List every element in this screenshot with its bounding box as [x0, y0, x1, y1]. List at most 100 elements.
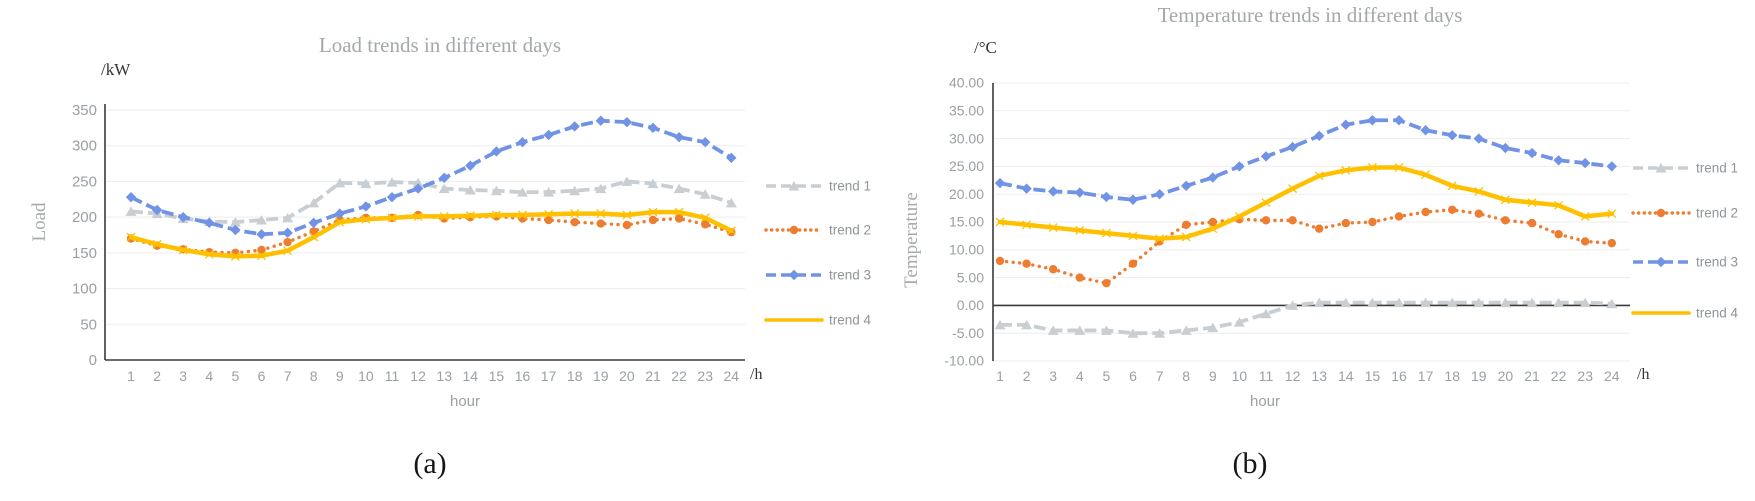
data-point-marker: [1154, 328, 1166, 338]
legend-label: trend 2: [829, 223, 871, 238]
data-point-marker: [1341, 218, 1351, 228]
data-point-marker: [1208, 217, 1218, 227]
data-point-marker: [647, 178, 659, 189]
x-tick-label: 18: [567, 368, 583, 384]
x-tick-label: 11: [385, 368, 400, 384]
data-point-marker: [1154, 189, 1165, 200]
data-point-marker: [700, 136, 711, 148]
legend-item-trend-1: trend 1: [766, 179, 871, 194]
legend-label: trend 2: [1696, 206, 1738, 221]
chart-b-series-trend-3: [994, 115, 1617, 205]
legend-item-trend-3: trend 3: [766, 268, 871, 283]
x-tick-label: 2: [1023, 368, 1031, 384]
legend-item-trend-3: trend 3: [1633, 255, 1738, 270]
y-tick-label: 30.00: [949, 130, 984, 146]
data-point-marker: [1393, 297, 1405, 308]
data-point-marker: [1288, 216, 1297, 225]
x-tick-label: 7: [1156, 368, 1164, 384]
chart-b-y-axis-title: Temperature: [901, 192, 922, 288]
data-point-marker: [1287, 141, 1298, 153]
data-point-marker: [360, 178, 372, 189]
data-point-marker: [1368, 217, 1377, 227]
data-point-marker: [1074, 187, 1085, 198]
data-point-marker: [1021, 183, 1032, 194]
y-tick-label: 100: [72, 281, 97, 298]
y-tick-label: 25.00: [949, 158, 984, 174]
x-tick-label: 22: [671, 368, 687, 384]
data-point-marker: [701, 220, 710, 229]
x-tick-label: 9: [1209, 368, 1217, 384]
chart-b-y-axis-unit: /°C: [974, 38, 997, 57]
x-tick-label: 14: [1338, 368, 1354, 384]
data-point-marker: [439, 172, 450, 184]
data-point-marker: [1100, 325, 1112, 335]
data-point-marker: [595, 183, 607, 194]
x-tick-label: 16: [1391, 368, 1407, 384]
data-point-marker: [334, 177, 346, 188]
y-tick-label: 200: [72, 209, 97, 226]
chart-b-x-axis-title: hour: [1249, 393, 1281, 410]
data-point-marker: [1260, 151, 1272, 162]
data-point-marker: [543, 129, 554, 141]
data-point-marker: [1606, 161, 1617, 172]
x-tick-label: 24: [724, 368, 740, 384]
x-tick-label: 18: [1444, 368, 1460, 384]
legend-item-trend-4: trend 4: [764, 313, 872, 328]
x-tick-label: 7: [284, 368, 292, 384]
data-point-marker: [1315, 224, 1324, 233]
data-point-marker: [1049, 265, 1058, 274]
data-point-marker: [1101, 191, 1112, 203]
data-point-marker: [282, 227, 293, 239]
data-point-marker: [648, 215, 658, 225]
data-point-marker: [491, 146, 502, 157]
chart-a-x-axis-unit: /h: [750, 366, 763, 383]
x-tick-label: 3: [179, 368, 187, 384]
data-point-marker: [1526, 147, 1538, 159]
data-point-marker: [178, 211, 189, 223]
data-point-marker: [1474, 209, 1484, 218]
data-point-marker: [256, 229, 267, 240]
x-tick-label: 13: [1311, 368, 1327, 384]
x-tick-label: 17: [1418, 368, 1434, 384]
data-point-marker: [1473, 297, 1485, 308]
data-point-marker: [1553, 297, 1565, 308]
data-point-marker: [438, 183, 450, 194]
data-point-marker: [1047, 325, 1059, 335]
chart-a-title: Load trends in different days: [318, 33, 562, 57]
chart-b-title: Temperature trends in different days: [1157, 3, 1463, 27]
data-point-marker: [1446, 297, 1458, 308]
x-tick-label: 9: [336, 368, 344, 384]
legend-label: trend 1: [829, 179, 871, 194]
data-point-marker: [1102, 278, 1111, 288]
data-point-marker: [1526, 297, 1538, 308]
data-point-marker: [360, 201, 372, 212]
data-point-marker: [1581, 237, 1590, 246]
legend-label: trend 4: [829, 313, 872, 328]
chart-b-caption: (b): [1232, 447, 1268, 480]
data-point-marker: [1180, 325, 1192, 335]
y-tick-label: -5.00: [952, 325, 984, 341]
chart-b-series-trend-4: [995, 163, 1617, 244]
x-tick-label: 23: [1577, 368, 1593, 384]
legend-marker: [1655, 256, 1667, 268]
data-point-marker: [257, 245, 266, 255]
x-tick-label: 5: [232, 368, 240, 384]
y-tick-label: 0: [89, 352, 97, 369]
data-point-marker: [994, 319, 1006, 330]
data-point-marker: [699, 189, 711, 199]
data-point-marker: [1553, 155, 1564, 166]
y-tick-label: 250: [72, 173, 97, 190]
x-tick-label: 10: [358, 368, 374, 384]
y-tick-label: 20.00: [949, 186, 984, 202]
data-point-marker: [1074, 325, 1086, 335]
data-point-marker: [1421, 207, 1430, 217]
data-point-marker: [151, 204, 163, 216]
x-tick-label: 1: [127, 368, 135, 384]
x-tick-label: 11: [1259, 368, 1274, 384]
data-point-marker: [1448, 205, 1457, 214]
data-point-marker: [1527, 218, 1537, 228]
data-point-marker: [1394, 212, 1404, 221]
y-tick-label: 150: [72, 245, 97, 262]
y-tick-label: 50: [80, 316, 97, 333]
